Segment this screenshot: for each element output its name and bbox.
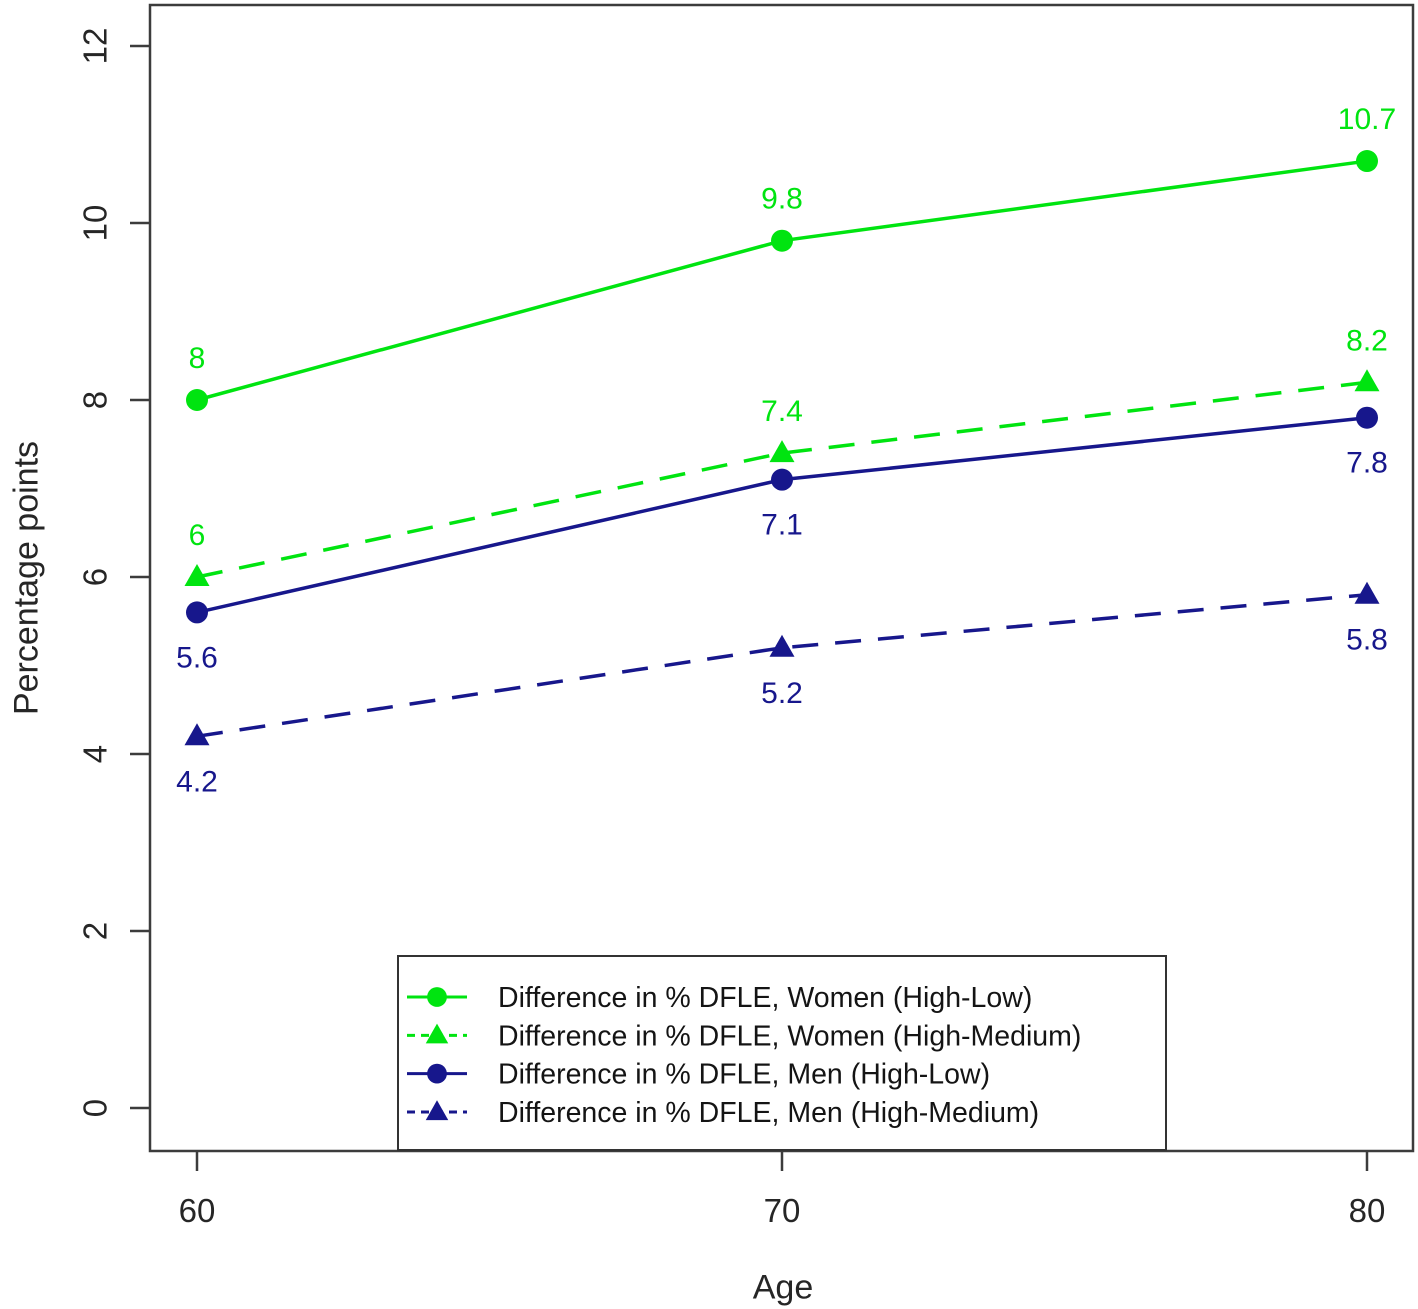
y-tick-label: 6 (77, 568, 114, 586)
data-label: 10.7 (1338, 103, 1396, 136)
data-label: 7.1 (761, 509, 803, 542)
y-axis-title: Percentage points (7, 440, 46, 716)
data-label: 8 (189, 342, 206, 375)
point-marker-triangle (769, 634, 795, 657)
legend-label: Difference in % DFLE, Women (High-Medium… (498, 1020, 1081, 1052)
data-label: 5.6 (176, 641, 218, 674)
legend-label: Difference in % DFLE, Women (High-Low) (498, 982, 1032, 1014)
data-label: 9.8 (761, 183, 803, 216)
point-marker-circle (771, 229, 793, 252)
data-label: 5.8 (1346, 624, 1388, 657)
point-marker-triangle (769, 440, 795, 463)
x-axis-title: Age (752, 1268, 814, 1307)
series-line (196, 380, 1368, 579)
point-marker-circle (1356, 150, 1378, 173)
data-label: 7.8 (1346, 447, 1388, 480)
x-tick-label: 70 (764, 1192, 801, 1229)
point-marker-circle (186, 601, 208, 624)
y-tick-label: 12 (77, 28, 114, 65)
data-label: 7.4 (761, 395, 803, 428)
point-marker-circle (1356, 406, 1378, 429)
point-marker-triangle (425, 1100, 449, 1121)
y-tick-label: 8 (77, 391, 114, 409)
point-marker-circle (771, 468, 793, 491)
x-tick-label: 60 (179, 1192, 216, 1229)
y-tick-label: 4 (77, 745, 114, 763)
point-marker-circle (427, 987, 447, 1007)
series-line (196, 592, 1368, 739)
data-label: 8.2 (1346, 324, 1388, 357)
point-marker-triangle (1354, 369, 1380, 392)
point-marker-circle (186, 389, 208, 411)
legend-label: Difference in % DFLE, Men (High-Low) (498, 1059, 990, 1091)
point-marker-triangle (184, 564, 210, 586)
legend-box (397, 955, 1167, 1151)
y-tick-label: 0 (77, 1099, 114, 1117)
legend-label: Difference in % DFLE, Men (High-Medium) (498, 1097, 1039, 1129)
x-tick-label: 80 (1349, 1192, 1386, 1229)
point-marker-circle (427, 1063, 447, 1084)
data-label: 5.2 (761, 677, 803, 710)
point-marker-triangle (184, 723, 210, 746)
point-marker-triangle (1354, 581, 1380, 604)
y-tick-label: 2 (77, 922, 114, 940)
y-tick-label: 10 (77, 205, 114, 242)
point-marker-triangle (425, 1023, 449, 1044)
data-label: 6 (189, 519, 206, 552)
data-label: 4.2 (176, 765, 218, 798)
